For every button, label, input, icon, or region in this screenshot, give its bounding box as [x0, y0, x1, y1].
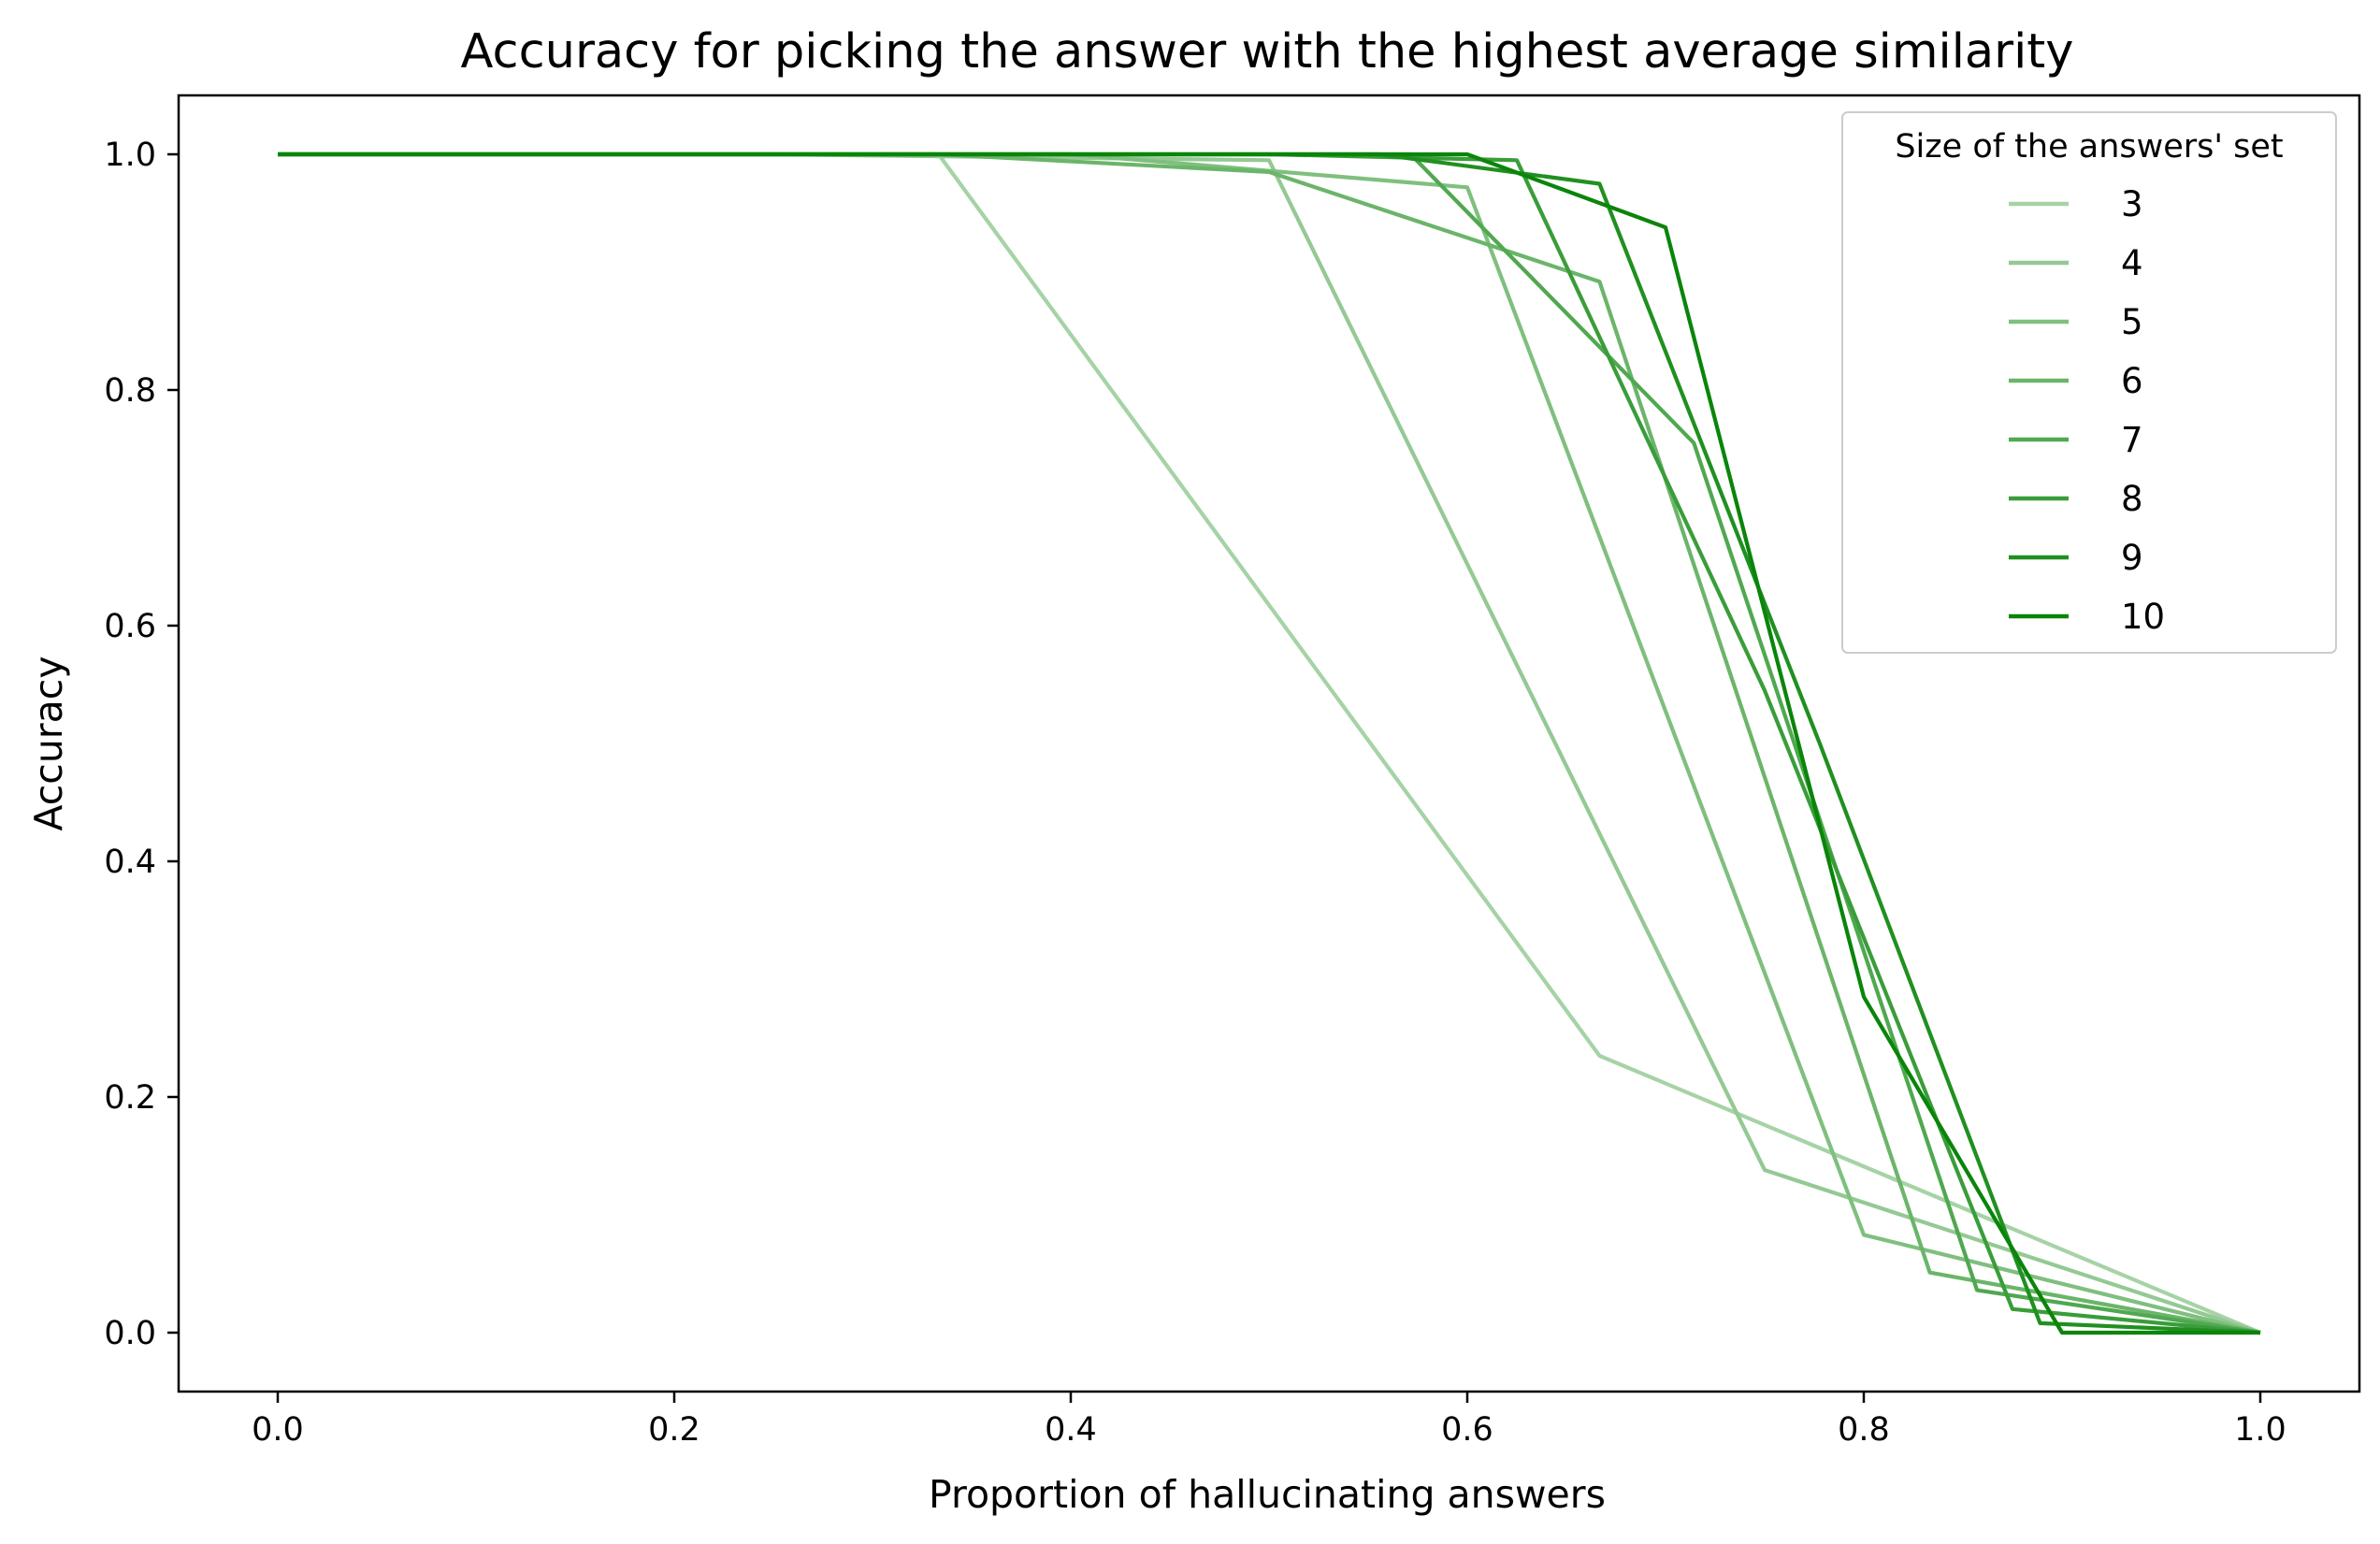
y-tick-label: 0.8 [104, 372, 156, 410]
x-tick-label: 1.0 [2234, 1411, 2286, 1449]
plot-area [278, 152, 2261, 1335]
series-line-10 [278, 152, 2260, 1335]
x-tick-label: 0.8 [1838, 1411, 1890, 1449]
y-tick-label: 1.0 [104, 137, 156, 174]
x-tick-label: 0.6 [1441, 1411, 1493, 1449]
x-axis-label: Proportion of hallucinating answers [929, 1472, 1606, 1517]
x-tick-label: 0.2 [648, 1411, 700, 1449]
y-tick-label: 0.4 [104, 844, 156, 881]
legend-label-8: 8 [2121, 479, 2143, 519]
legend-items: 3 4 5 6 7 8 9 10 [2009, 184, 2165, 637]
y-tick-label: 0.0 [104, 1315, 156, 1352]
legend: Size of the answers' set 3 4 5 6 7 8 9 10 [1841, 111, 2337, 654]
legend-label-6: 6 [2121, 361, 2143, 401]
legend-label-5: 5 [2121, 302, 2143, 342]
legend-label-9: 9 [2121, 538, 2143, 578]
legend-label-4: 4 [2121, 243, 2143, 283]
legend-label-7: 7 [2121, 420, 2143, 460]
x-tick-label: 0.0 [252, 1411, 304, 1449]
y-axis-ticks: 0.0 0.2 0.4 0.6 0.8 1.0 [104, 137, 179, 1352]
legend-label-10: 10 [2121, 597, 2165, 637]
legend-frame [1841, 111, 2337, 654]
x-tick-label: 0.4 [1045, 1411, 1097, 1449]
plot-frame [177, 94, 2361, 1393]
y-tick-label: 0.6 [104, 608, 156, 645]
y-axis-label: Accuracy [26, 656, 71, 830]
y-tick-label: 0.2 [104, 1079, 156, 1117]
legend-title: Size of the answers' set [1895, 128, 2283, 166]
x-axis-ticks: 0.0 0.2 0.4 0.6 0.8 1.0 [252, 1392, 2286, 1449]
chart-title: Accuracy for picking the answer with the… [461, 24, 2074, 79]
legend-label-3: 3 [2121, 184, 2143, 224]
